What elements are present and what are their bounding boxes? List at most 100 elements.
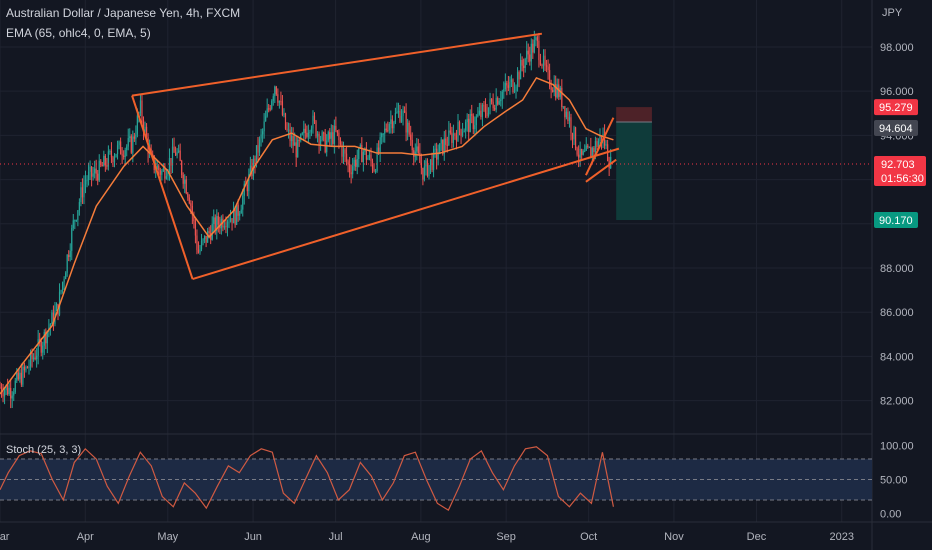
candle-body [384, 128, 386, 134]
candle-body [590, 146, 592, 157]
candle-body [32, 357, 35, 360]
candle-body [25, 366, 27, 371]
price-tick-label: 82.000 [880, 396, 914, 408]
candle-body [196, 235, 198, 250]
candle-body [579, 148, 581, 158]
candle-body [190, 203, 192, 206]
candle-body [446, 144, 448, 146]
candle-body [304, 128, 306, 133]
candle-body [80, 187, 82, 203]
trendline [585, 117, 615, 176]
candle-body [475, 116, 477, 126]
candle-body [330, 132, 332, 139]
candle-body [584, 150, 586, 152]
candle-body [503, 89, 505, 92]
candle-body [92, 173, 94, 177]
candle-body [43, 331, 45, 346]
candle-body [225, 226, 227, 228]
candle-body [287, 129, 290, 131]
candle-body [312, 115, 314, 129]
candle-body [428, 165, 430, 177]
candle-body [422, 167, 424, 180]
candle-body [471, 113, 473, 116]
time-tick-label: Nov [664, 531, 684, 543]
candle-body [487, 107, 490, 116]
candle-body [152, 153, 154, 156]
candle-body [184, 179, 186, 184]
candle-body [443, 138, 445, 154]
candle-body [20, 372, 22, 385]
candle-body [188, 197, 190, 204]
candle-body [68, 254, 70, 257]
candle-body [457, 121, 459, 142]
candle-body [417, 146, 419, 153]
trendlines[interactable] [131, 32, 620, 281]
candle-body [495, 97, 497, 110]
candle-body [91, 166, 93, 177]
candle-body [400, 115, 403, 122]
candle-body [303, 128, 305, 134]
candle-body [263, 121, 265, 132]
candle-body [530, 43, 532, 62]
candle-body [484, 106, 487, 113]
candle-body [440, 139, 442, 144]
stop-loss-zone [616, 107, 652, 123]
candle-body [385, 128, 387, 131]
candle-body [419, 152, 421, 163]
candle-body [42, 345, 44, 353]
price-tick-label: 98.000 [880, 42, 914, 54]
time-axis[interactable]: Mar Apr May Jun Jul Aug Sep Oct Nov Dec 2023 [0, 531, 854, 543]
candle-body [550, 86, 552, 91]
candle-body [300, 134, 302, 141]
candle-body [564, 106, 566, 118]
position-tool[interactable] [616, 107, 652, 221]
candle-body [426, 160, 429, 177]
candle-body [455, 135, 458, 142]
candle-body [349, 163, 351, 173]
candle-body [552, 90, 554, 92]
candle-body [240, 209, 242, 214]
candle-body [570, 117, 572, 134]
candle-body [403, 110, 406, 113]
candle-body [185, 179, 187, 194]
candle-body [77, 210, 79, 221]
candle-body [269, 108, 271, 110]
candle-body [474, 125, 476, 130]
candle-body [181, 161, 183, 175]
stoch-indicator-label[interactable]: Stoch (25, 3, 3) [6, 444, 82, 456]
candle-body [390, 119, 392, 124]
candle-body [136, 115, 139, 135]
candle-body [132, 136, 134, 153]
candle-body [121, 154, 123, 156]
candle-body [286, 128, 288, 130]
ema-indicator-label[interactable]: EMA (65, ohlc4, 0, EMA, 5) [6, 26, 151, 40]
candle-body [516, 72, 519, 87]
candle-body [197, 249, 200, 253]
candle-body [461, 132, 464, 136]
candle-body [588, 146, 590, 148]
candle-body [193, 215, 195, 222]
candle-body [539, 60, 542, 65]
candle-body [202, 239, 204, 241]
candle-body [249, 165, 251, 175]
candle-body [510, 79, 513, 82]
candle-body [19, 372, 21, 380]
candle-body [141, 100, 143, 121]
chart-title: Australian Dollar / Japanese Yen, 4h, FX… [6, 6, 241, 20]
candle-body [113, 157, 116, 163]
candle-body [478, 110, 480, 115]
candle-body [359, 145, 361, 148]
candle-body [107, 151, 109, 167]
last-price-badge-bg [874, 156, 926, 187]
candle-body [22, 366, 24, 385]
candle-body [74, 220, 76, 222]
stoch-pane [0, 446, 872, 512]
candle-body [501, 91, 503, 100]
candle-body [13, 392, 15, 396]
candle-body [477, 114, 479, 117]
candle-body [60, 290, 62, 292]
candle-body [242, 195, 244, 210]
candle-body [489, 98, 491, 108]
candle-body [75, 220, 77, 222]
